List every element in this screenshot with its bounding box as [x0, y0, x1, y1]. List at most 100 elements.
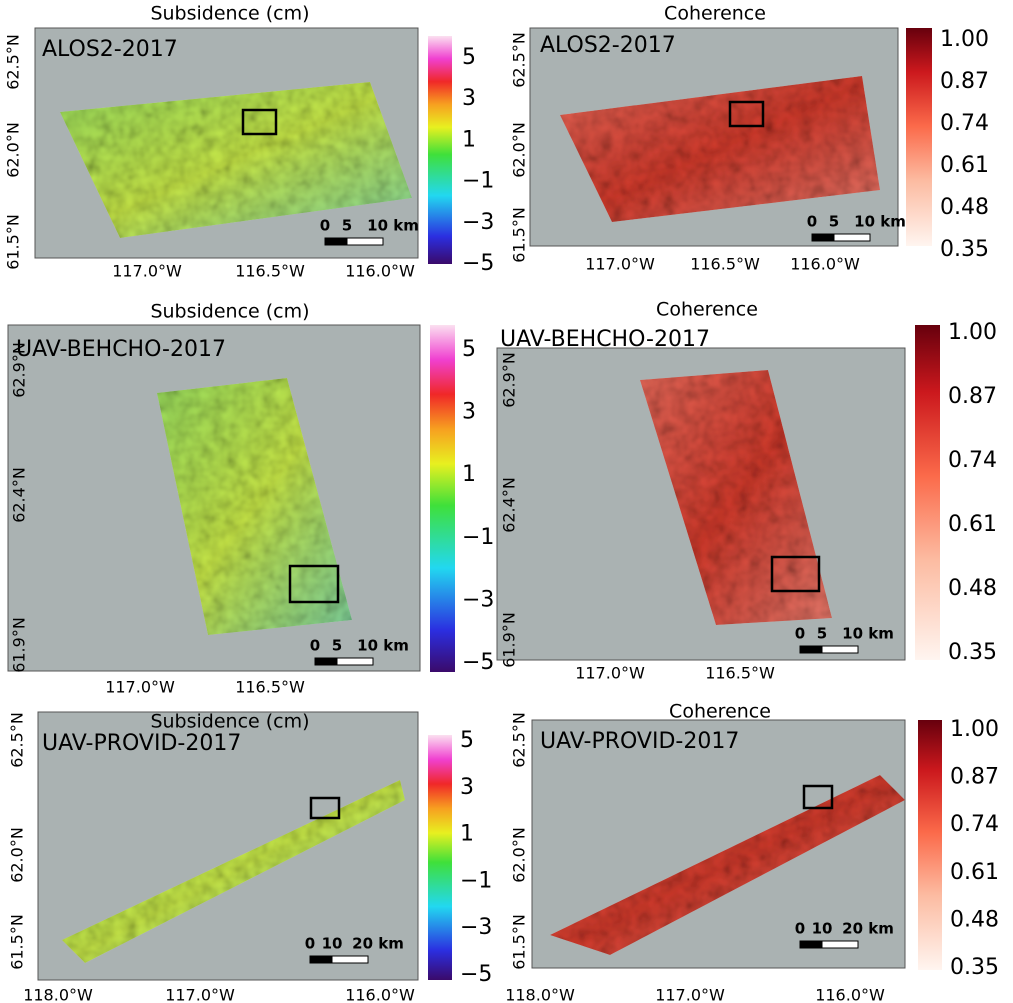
scale-label: 0 — [320, 217, 330, 235]
panel-label: ALOS2-2017 — [540, 33, 676, 58]
lon-label: 117.0°W — [585, 255, 655, 274]
scale-label: 10 km — [842, 625, 894, 643]
colorbar-label: 0.48 — [950, 907, 999, 932]
lat-label: 62.5°N — [8, 712, 27, 768]
scale-label: 10 km — [357, 637, 409, 655]
colorbar-label: 5 — [462, 337, 476, 362]
scale-bar — [799, 645, 823, 654]
scale-bar — [799, 940, 823, 949]
scale-bar — [324, 237, 348, 246]
lat-label: 61.9°N — [500, 612, 519, 668]
panel-title: Subsidence (cm) — [150, 711, 309, 733]
lon-label: 116.5°W — [705, 664, 775, 683]
data-swath — [157, 378, 352, 635]
colorbar-label: 3 — [462, 86, 476, 111]
scale-label: 0 — [310, 637, 320, 655]
scale-label: 10 — [812, 920, 833, 938]
lon-label: 116.5°W — [690, 255, 760, 274]
lon-label: 116.0°W — [815, 986, 885, 1003]
panel-title: Coherence — [656, 299, 758, 321]
lat-label: 62.4°N — [500, 477, 519, 533]
lat-label: 62.5°N — [510, 712, 529, 768]
lon-label: 117.0°W — [655, 986, 725, 1003]
lon-label: 117.0°W — [165, 986, 235, 1003]
lon-label: 118.0°W — [505, 986, 575, 1003]
colorbar — [430, 325, 455, 672]
lat-label: 62.0°N — [8, 827, 27, 883]
colorbar-label: 0.48 — [948, 576, 997, 601]
data-swath — [60, 82, 412, 238]
scale-label: 10 — [322, 935, 343, 953]
study-box — [728, 100, 765, 128]
lat-label: 62.4°N — [10, 467, 29, 523]
colorbar — [906, 28, 932, 246]
lat-label: 61.5°N — [8, 914, 27, 970]
colorbar — [428, 735, 452, 980]
panel-label: UAV-PROVID-2017 — [540, 729, 739, 754]
colorbar — [915, 325, 940, 660]
colorbar — [428, 36, 452, 264]
colorbar-label: −5 — [462, 251, 494, 276]
colorbar-label: 1 — [460, 822, 474, 847]
colorbar-label: 1 — [462, 127, 476, 152]
data-swath — [62, 780, 405, 963]
colorbar-label: −1 — [462, 525, 494, 550]
colorbar-label: −3 — [460, 915, 492, 940]
colorbar-label: −5 — [460, 962, 492, 987]
study-box — [241, 108, 278, 136]
colorbar-label: 0.61 — [948, 512, 997, 537]
colorbar-label: −5 — [462, 650, 494, 675]
study-box — [802, 784, 834, 810]
lon-label: 117.0°W — [575, 664, 645, 683]
scale-label: 20 km — [842, 920, 894, 938]
colorbar-label: 0.74 — [948, 448, 997, 473]
scale-label: 10 km — [854, 213, 906, 231]
scale-label: 0 — [795, 920, 805, 938]
colorbar-label: −1 — [462, 169, 494, 194]
lat-label: 61.5°N — [510, 207, 529, 263]
scale-label: 5 — [829, 213, 839, 231]
colorbar-label: −1 — [460, 868, 492, 893]
colorbar-label: 0.61 — [950, 860, 999, 885]
colorbar-label: 0.35 — [940, 237, 989, 262]
colorbar-label: 5 — [462, 45, 476, 70]
scale-bar — [821, 940, 859, 949]
colorbar-label: 3 — [460, 775, 474, 800]
lat-label: 61.9°N — [10, 617, 29, 673]
panel-label: ALOS2-2017 — [42, 37, 178, 62]
scale-label: 0 — [305, 935, 315, 953]
scale-bar — [811, 233, 835, 242]
data-swath — [550, 775, 905, 955]
colorbar-label: 1 — [462, 462, 476, 487]
lon-label: 116.0°W — [345, 262, 415, 281]
panel-label: UAV-BEHCHO-2017 — [16, 337, 226, 362]
lat-label: 62.5°N — [4, 34, 23, 90]
lat-label: 62.0°N — [510, 122, 529, 178]
scale-bar — [833, 233, 871, 242]
lat-label: 62.9°N — [500, 352, 519, 408]
scale-bar — [314, 657, 338, 666]
colorbar-label: 0.87 — [940, 69, 989, 94]
colorbar-label: 5 — [460, 728, 474, 753]
colorbar-label: 0.35 — [950, 955, 999, 980]
lat-label: 62.5°N — [510, 32, 529, 88]
scale-label: 5 — [342, 217, 352, 235]
colorbar-label: 0.74 — [950, 812, 999, 837]
study-box — [770, 555, 821, 593]
lat-label: 62.9°N — [10, 342, 29, 398]
scale-bar — [821, 645, 859, 654]
panel-label: UAV-BEHCHO-2017 — [500, 327, 710, 352]
colorbar-label: −3 — [462, 587, 494, 612]
panel-title: Subsidence (cm) — [150, 301, 309, 323]
scale-bar — [331, 955, 369, 964]
lat-label: 61.5°N — [4, 214, 23, 270]
colorbar — [918, 720, 942, 970]
colorbar-label: 0.87 — [950, 765, 999, 790]
study-box — [309, 796, 341, 820]
scale-bar — [346, 237, 384, 246]
colorbar-label: 1.00 — [940, 27, 989, 52]
scale-label: 0 — [795, 625, 805, 643]
lon-label: 116.5°W — [235, 678, 305, 697]
scale-bar — [309, 955, 333, 964]
